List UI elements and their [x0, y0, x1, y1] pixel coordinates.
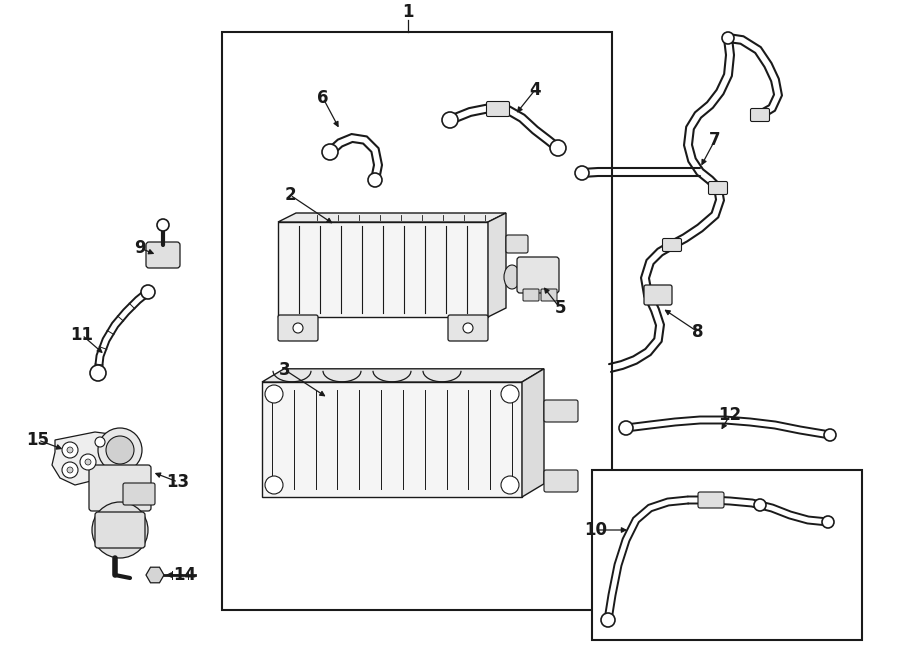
Text: 13: 13: [166, 473, 190, 491]
FancyBboxPatch shape: [95, 512, 145, 548]
Circle shape: [293, 323, 303, 333]
FancyBboxPatch shape: [644, 285, 672, 305]
Text: 15: 15: [26, 431, 50, 449]
Circle shape: [575, 166, 589, 180]
FancyBboxPatch shape: [146, 242, 180, 268]
Circle shape: [67, 467, 73, 473]
Text: 7: 7: [709, 131, 721, 149]
FancyBboxPatch shape: [487, 102, 509, 116]
Polygon shape: [52, 432, 128, 485]
FancyBboxPatch shape: [123, 483, 155, 505]
Circle shape: [722, 32, 734, 44]
Circle shape: [501, 476, 519, 494]
Bar: [222, 32, 612, 610]
Circle shape: [824, 429, 836, 441]
Ellipse shape: [504, 265, 520, 289]
Circle shape: [62, 442, 78, 458]
Text: 12: 12: [718, 406, 742, 424]
Circle shape: [265, 476, 283, 494]
Circle shape: [822, 516, 834, 528]
Circle shape: [463, 323, 473, 333]
Text: 10: 10: [584, 521, 608, 539]
Circle shape: [85, 459, 91, 465]
Circle shape: [157, 219, 169, 231]
FancyBboxPatch shape: [278, 315, 318, 341]
Bar: [278, 222, 488, 317]
FancyBboxPatch shape: [544, 470, 578, 492]
Circle shape: [141, 285, 155, 299]
Text: 5: 5: [554, 299, 566, 317]
Text: 8: 8: [692, 323, 704, 341]
Circle shape: [442, 112, 458, 128]
Circle shape: [550, 140, 566, 156]
Circle shape: [90, 365, 106, 381]
Polygon shape: [522, 369, 544, 497]
Circle shape: [501, 385, 519, 403]
Text: 2: 2: [284, 186, 296, 204]
FancyBboxPatch shape: [544, 400, 578, 422]
FancyBboxPatch shape: [506, 235, 528, 253]
Circle shape: [106, 436, 134, 464]
Bar: [592, 470, 862, 640]
Circle shape: [80, 454, 96, 470]
FancyBboxPatch shape: [541, 289, 557, 301]
FancyBboxPatch shape: [662, 239, 681, 251]
FancyBboxPatch shape: [751, 108, 770, 122]
Text: 6: 6: [317, 89, 328, 107]
FancyBboxPatch shape: [708, 182, 727, 194]
Text: 3: 3: [279, 361, 291, 379]
Polygon shape: [278, 213, 506, 222]
Circle shape: [368, 173, 382, 187]
Circle shape: [601, 613, 615, 627]
FancyBboxPatch shape: [523, 289, 539, 301]
Circle shape: [265, 385, 283, 403]
Circle shape: [92, 502, 148, 558]
Polygon shape: [146, 567, 164, 583]
FancyBboxPatch shape: [698, 492, 724, 508]
Text: 9: 9: [134, 239, 146, 257]
Circle shape: [95, 437, 105, 447]
Circle shape: [619, 421, 633, 435]
Circle shape: [62, 462, 78, 478]
FancyBboxPatch shape: [448, 315, 488, 341]
FancyBboxPatch shape: [89, 465, 151, 511]
FancyBboxPatch shape: [517, 257, 559, 293]
Text: 11: 11: [70, 326, 94, 344]
Circle shape: [322, 144, 338, 160]
Text: 4: 4: [529, 81, 541, 99]
Polygon shape: [488, 213, 506, 317]
Text: 14: 14: [174, 566, 196, 584]
Polygon shape: [262, 369, 544, 382]
Circle shape: [754, 499, 766, 511]
Text: 1: 1: [402, 3, 414, 21]
Bar: [262, 382, 522, 497]
Circle shape: [67, 447, 73, 453]
Circle shape: [98, 428, 142, 472]
